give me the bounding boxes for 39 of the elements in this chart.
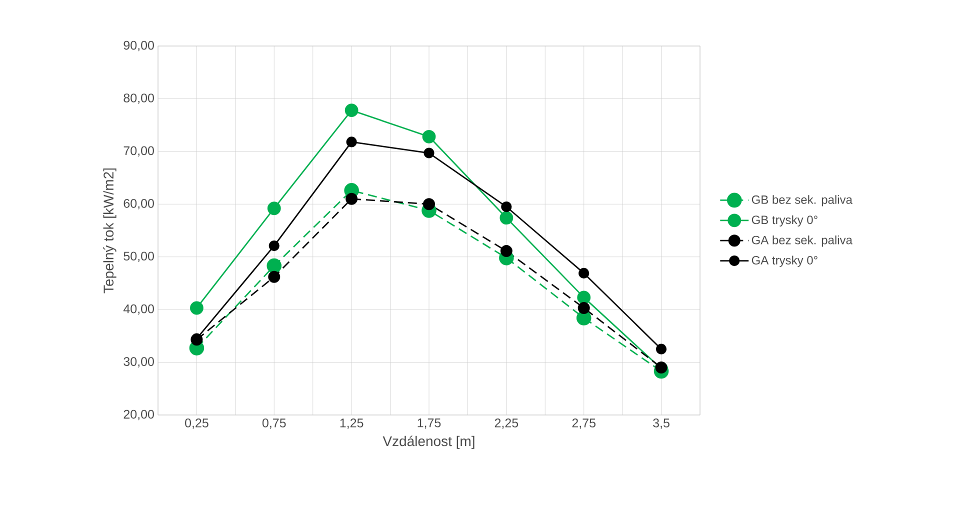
y-tick-label: 70,00 (124, 146, 154, 157)
y-tick-label: 30,00 (124, 357, 154, 368)
point (268, 270, 280, 283)
x-tick-label: 2,25 (494, 418, 518, 429)
legend-label: GB trysky 0° (752, 215, 818, 226)
point (500, 245, 512, 258)
point (266, 258, 282, 274)
point (501, 201, 512, 212)
x-axis-title: Vzdálenost [m] (382, 436, 474, 449)
point (422, 130, 436, 144)
y-tick-label: 90,00 (124, 40, 154, 52)
y-tick-label: 20,00 (124, 410, 154, 420)
y-tick-label: 40,00 (123, 304, 154, 315)
point (656, 344, 667, 354)
point (268, 240, 280, 252)
point (500, 211, 514, 225)
x-tick-label: 1,25 (340, 418, 364, 429)
legend-label: GB bez sek. paliva (752, 195, 852, 206)
y-tick-label: 60,00 (124, 198, 154, 210)
point (267, 202, 281, 216)
x-tick-label: 0,75 (262, 418, 286, 429)
point (190, 301, 204, 315)
x-tick-label: 0,25 (185, 418, 208, 429)
x-tick-label: 1,75 (418, 418, 441, 429)
point (423, 198, 435, 210)
point (578, 302, 590, 314)
point (424, 148, 434, 158)
point (578, 268, 590, 278)
x-tick-label: 3,5 (653, 418, 670, 429)
point (346, 136, 357, 148)
point (344, 104, 358, 118)
y-tick-label: 50,00 (124, 252, 154, 262)
legend-label: GA trysky 0° (752, 256, 818, 267)
point (346, 192, 358, 205)
legend-label: GA bez sek. paliva (752, 236, 852, 247)
y-tick-label: 80,00 (124, 94, 154, 104)
point (577, 290, 591, 304)
x-tick-label: 2,75 (572, 418, 596, 429)
y-axis-title: Tepelný tok [kW/m2] (103, 168, 116, 294)
